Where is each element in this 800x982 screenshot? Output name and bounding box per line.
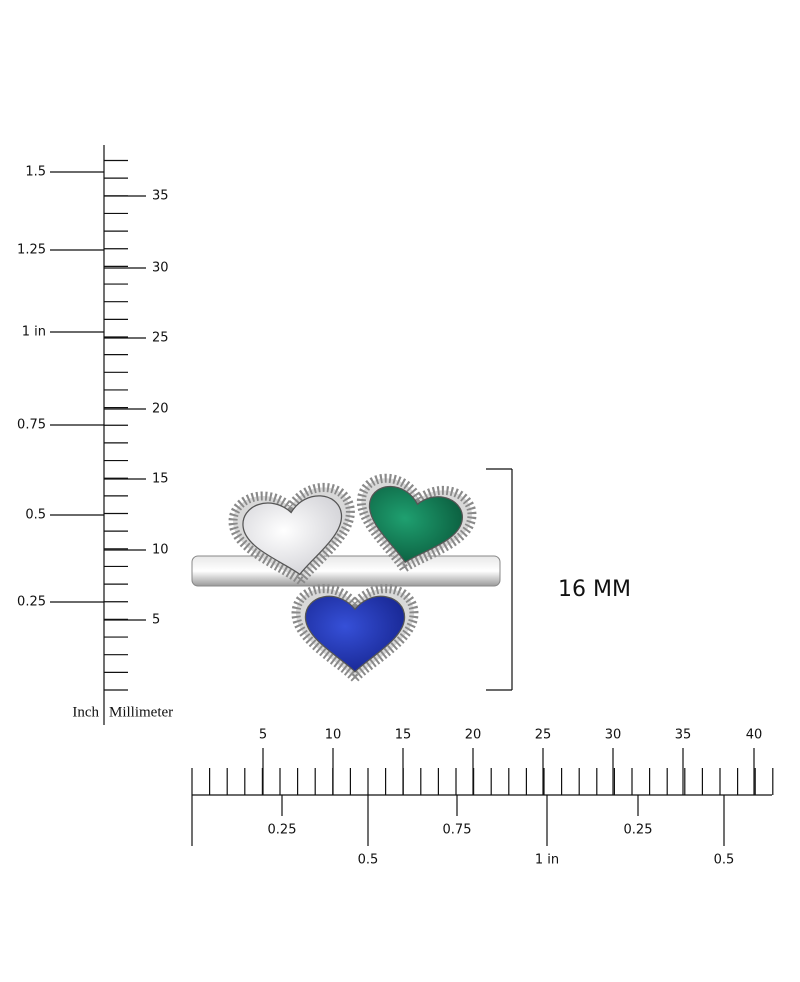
inch-label: 0.25 (17, 595, 46, 610)
mm-label: 10 (325, 728, 342, 743)
inch-label: 0.5 (714, 853, 735, 868)
inch-label: 1.5 (25, 165, 46, 180)
inch-label: 0.25 (624, 823, 653, 838)
ring-image (191, 473, 501, 683)
inch-label: 1 in (22, 325, 46, 340)
mm-label: 35 (675, 728, 692, 743)
mm-label: 40 (746, 728, 763, 743)
stone (368, 486, 463, 564)
mm-label: 10 (152, 543, 169, 558)
inch-label: 1.25 (17, 243, 46, 258)
mm-label: 35 (152, 189, 169, 204)
inch-label: 0.75 (17, 418, 46, 433)
mm-label: 5 (259, 728, 267, 743)
mm-label: 20 (465, 728, 482, 743)
mm-label: 30 (152, 261, 169, 276)
blue-heart (291, 584, 419, 683)
mm-label: 5 (152, 613, 160, 628)
mm-label: 30 (605, 728, 622, 743)
inch-label: 0.5 (358, 853, 379, 868)
dimension-label: 16 MM (558, 577, 631, 602)
inch-label: 0.25 (268, 823, 297, 838)
inch-label: 0.75 (443, 823, 472, 838)
inch-label: 1 in (535, 853, 559, 868)
inch-caption: Inch (72, 704, 99, 720)
white-heart (228, 482, 355, 586)
green-heart (356, 473, 477, 573)
mm-label: 20 (152, 402, 169, 417)
inch-label: 0.5 (25, 508, 46, 523)
stone (304, 595, 406, 673)
mm-label: 15 (152, 472, 169, 487)
stone (242, 495, 342, 576)
mm-caption: Millimeter (109, 704, 173, 720)
mm-label: 25 (535, 728, 552, 743)
mm-label: 15 (395, 728, 412, 743)
mm-label: 25 (152, 331, 169, 346)
